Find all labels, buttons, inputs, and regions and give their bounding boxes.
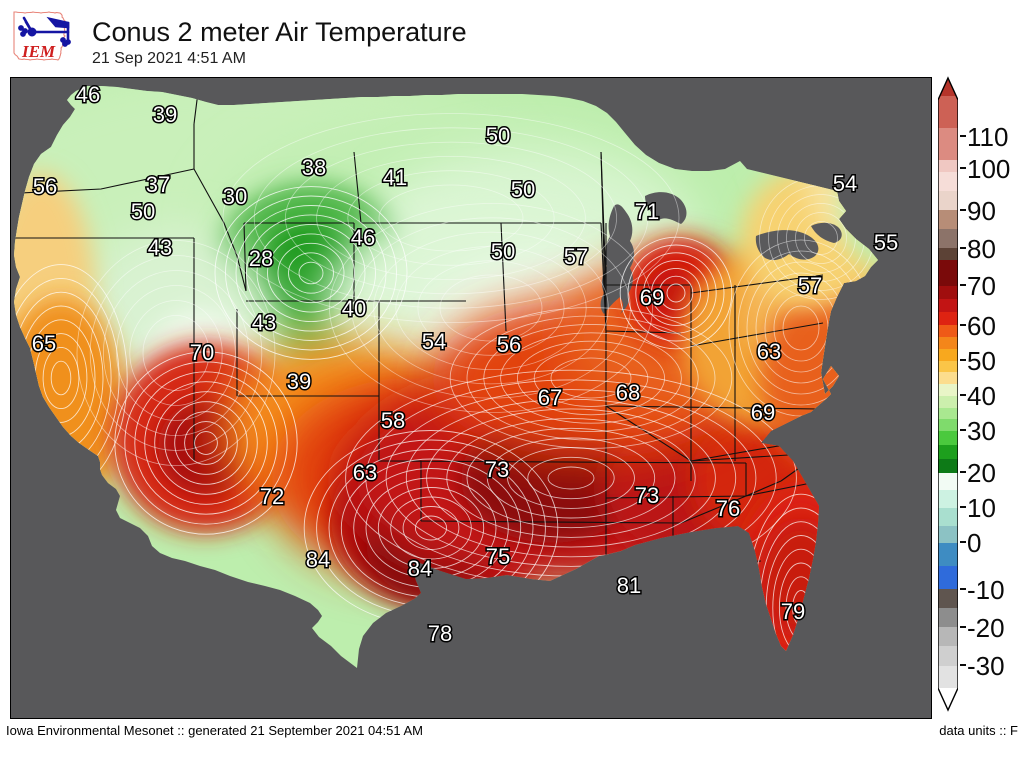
svg-text:39: 39: [287, 369, 311, 394]
svg-text:50: 50: [491, 239, 515, 264]
svg-text:84: 84: [306, 547, 330, 572]
svg-text:63: 63: [353, 460, 377, 485]
svg-text:38: 38: [302, 155, 326, 180]
svg-text:78: 78: [428, 621, 452, 646]
svg-text:43: 43: [252, 310, 276, 335]
svg-text:50: 50: [511, 177, 535, 202]
svg-text:54: 54: [422, 329, 446, 354]
svg-text:46: 46: [351, 225, 375, 250]
svg-text:63: 63: [757, 339, 781, 364]
svg-text:56: 56: [497, 332, 521, 357]
svg-text:73: 73: [635, 483, 659, 508]
svg-text:28: 28: [249, 246, 273, 271]
svg-text:69: 69: [751, 400, 775, 425]
svg-text:72: 72: [260, 484, 284, 509]
svg-text:50: 50: [486, 123, 510, 148]
svg-text:84: 84: [408, 556, 432, 581]
svg-text:57: 57: [564, 244, 588, 269]
svg-text:58: 58: [381, 408, 405, 433]
svg-text:76: 76: [716, 496, 740, 521]
svg-text:81: 81: [617, 573, 641, 598]
svg-text:69: 69: [640, 285, 664, 310]
svg-text:73: 73: [485, 457, 509, 482]
svg-text:71: 71: [635, 199, 659, 224]
svg-text:67: 67: [538, 385, 562, 410]
svg-text:39: 39: [153, 102, 177, 127]
svg-text:43: 43: [148, 235, 172, 260]
svg-text:55: 55: [874, 230, 898, 255]
svg-text:56: 56: [33, 174, 57, 199]
svg-text:IEM: IEM: [21, 42, 56, 61]
svg-text:54: 54: [833, 171, 857, 196]
svg-text:37: 37: [146, 172, 170, 197]
svg-text:75: 75: [486, 544, 510, 569]
svg-text:79: 79: [781, 599, 805, 624]
svg-text:30: 30: [223, 184, 247, 209]
svg-text:65: 65: [32, 331, 56, 356]
svg-text:57: 57: [798, 273, 822, 298]
svg-text:70: 70: [190, 340, 214, 365]
svg-text:46: 46: [76, 82, 100, 107]
svg-text:68: 68: [616, 380, 640, 405]
svg-text:50: 50: [131, 199, 155, 224]
svg-text:41: 41: [383, 165, 407, 190]
svg-text:40: 40: [342, 296, 366, 321]
